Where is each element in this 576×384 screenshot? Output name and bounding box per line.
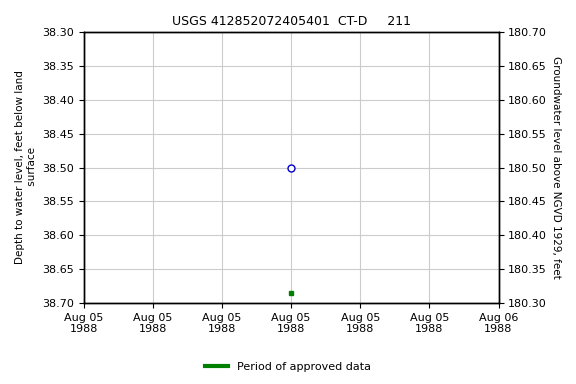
Y-axis label: Depth to water level, feet below land
 surface: Depth to water level, feet below land su… [15, 71, 37, 265]
Title: USGS 412852072405401  CT-D     211: USGS 412852072405401 CT-D 211 [172, 15, 411, 28]
Y-axis label: Groundwater level above NGVD 1929, feet: Groundwater level above NGVD 1929, feet [551, 56, 561, 279]
Legend: Period of approved data: Period of approved data [201, 358, 375, 377]
